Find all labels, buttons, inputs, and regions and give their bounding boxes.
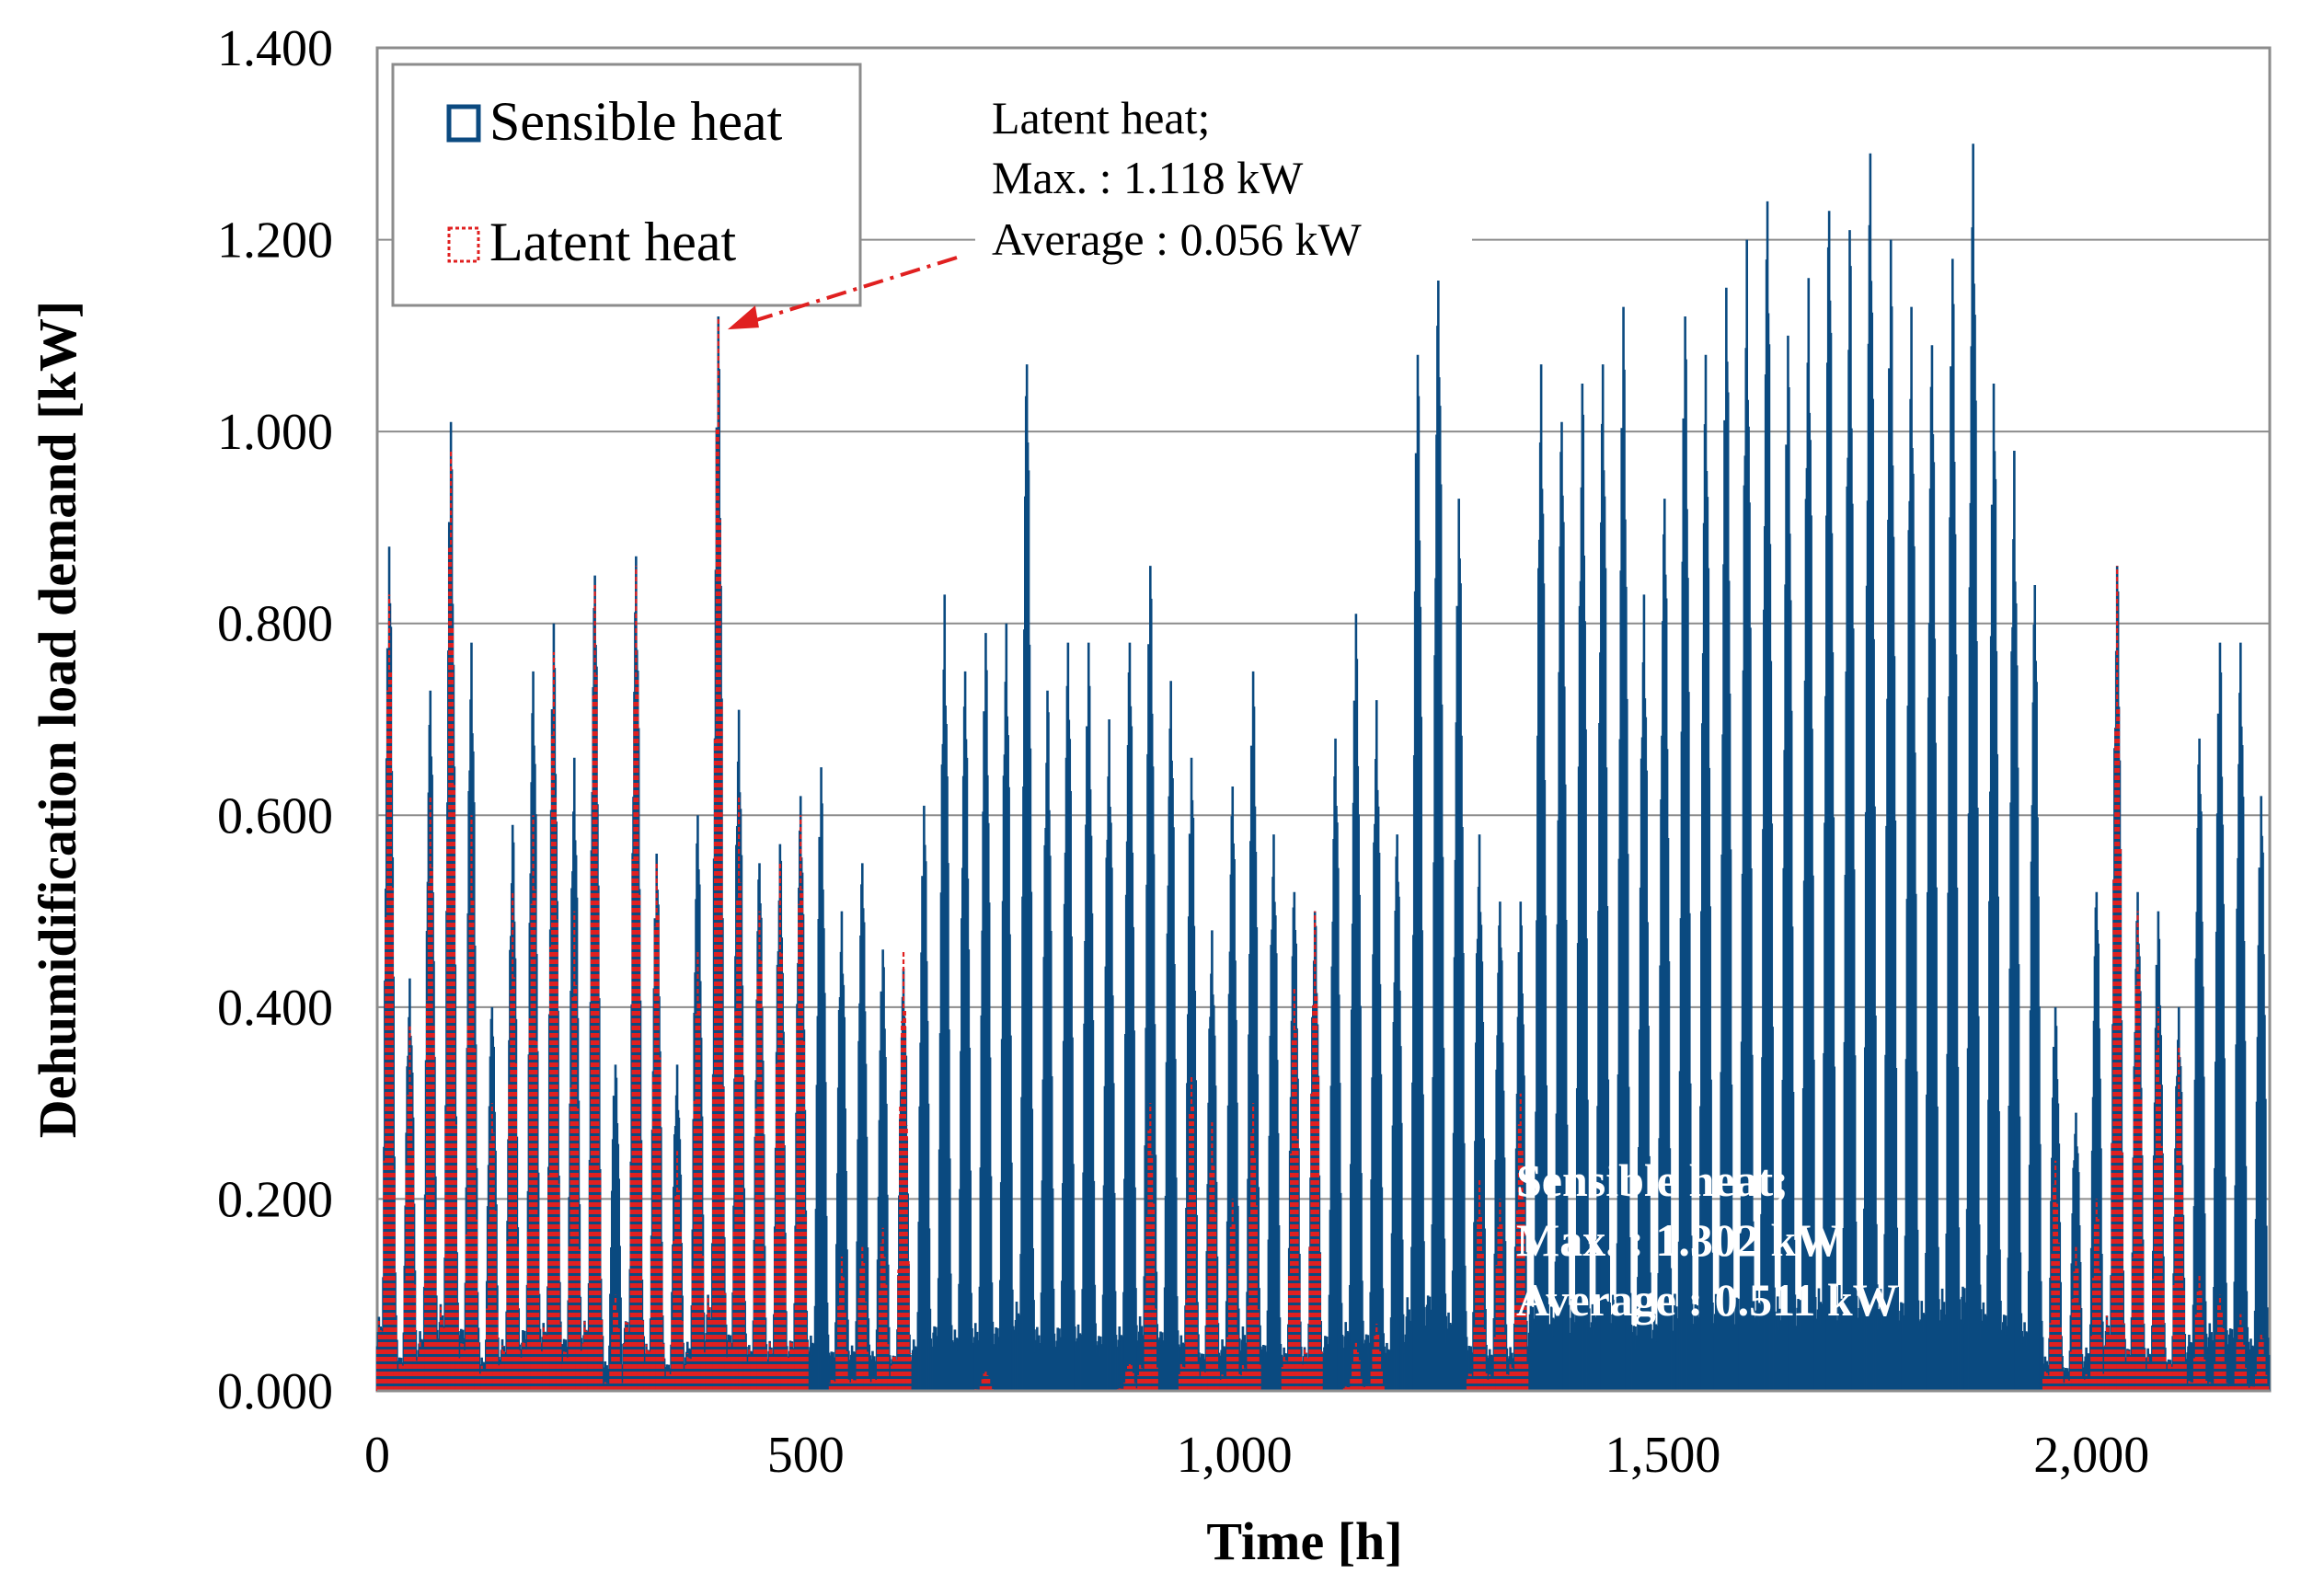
sensible-annotation-line-3: Average : 0.511 kW — [1516, 1274, 1899, 1326]
x-tick-label: 1,500 — [1605, 1427, 1720, 1484]
y-tick-label: 0.800 — [217, 596, 333, 653]
y-tick-label: 0.400 — [217, 980, 333, 1037]
x-axis-title: Time [h] — [1206, 1511, 1402, 1571]
x-tick-label: 0 — [364, 1427, 390, 1484]
y-tick-label: 0.000 — [217, 1363, 333, 1420]
y-tick-label: 0.600 — [217, 787, 333, 844]
legend-label-latent: Latent heat — [489, 212, 737, 272]
x-tick-label: 500 — [767, 1427, 845, 1484]
latent-heat-series — [375, 318, 2270, 1391]
sensible-annotation: Sensible heat; Max. : 1.302 kW Average :… — [1516, 1154, 1899, 1326]
latent-annotation-line-1: Latent heat; — [992, 92, 1210, 144]
latent-annotation-line-2: Max. : 1.118 kW — [992, 152, 1304, 203]
latent-annotation-bg — [975, 87, 1472, 281]
y-axis-title: Dehumidification load demand [kW] — [28, 301, 87, 1138]
x-tick-labels: 0 500 1,000 1,500 2,000 — [364, 1427, 2149, 1484]
legend-swatch-sensible — [446, 104, 481, 143]
legend-label-sensible: Sensible heat — [489, 91, 783, 152]
legend-swatch-latent — [447, 226, 480, 263]
legend: Sensible heat Latent heat — [391, 63, 862, 307]
y-tick-label: 0.200 — [217, 1171, 333, 1228]
sensible-annotation-line-2: Max. : 1.302 kW — [1516, 1214, 1842, 1266]
y-tick-label: 1.200 — [217, 212, 333, 270]
latent-annotation: Latent heat; Max. : 1.118 kW Average : 0… — [727, 87, 1472, 330]
x-tick-label: 2,000 — [2033, 1427, 2149, 1484]
y-tick-labels: 0.000 0.200 0.400 0.600 0.800 1.000 1.200 1.400 — [217, 20, 333, 1420]
sensible-annotation-line-1: Sensible heat; — [1516, 1154, 1789, 1206]
latent-annotation-arrowhead — [727, 305, 759, 330]
latent-annotation-line-3: Average : 0.056 kW — [992, 213, 1363, 265]
x-tick-label: 1,000 — [1177, 1427, 1293, 1484]
latent-annotation-arrow — [743, 256, 958, 326]
y-tick-label: 1.000 — [217, 404, 333, 461]
y-tick-label: 1.400 — [217, 20, 333, 77]
